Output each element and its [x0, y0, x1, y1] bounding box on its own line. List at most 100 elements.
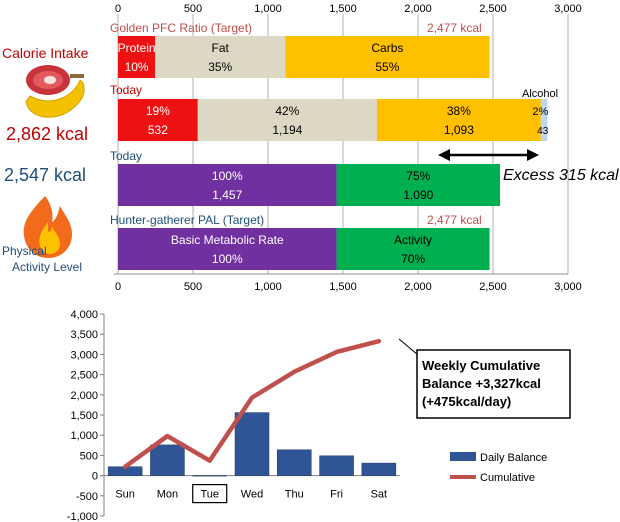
top-bar-label: 55%	[375, 60, 399, 74]
top-x-tick-label: 0	[115, 281, 121, 293]
top-bar-label: 35%	[208, 60, 232, 74]
bottom-x-tick-label: Fri	[330, 489, 343, 501]
top-x-tick-label: 1,000	[254, 281, 282, 293]
bottom-chart-legend: Daily Balance Cumulative	[450, 452, 547, 484]
top-bar-segment-activity	[336, 164, 501, 206]
top-x-tick-label: 3,000	[554, 281, 582, 293]
bottom-x-tick-label: Thu	[285, 489, 304, 501]
bottom-y-tick-label: -1,000	[67, 511, 98, 522]
cumulative-line	[122, 338, 382, 469]
bottom-y-tick-label: 2,000	[70, 390, 98, 402]
top-bar-label: 10%	[125, 60, 149, 74]
top-bar-label: 42%	[275, 104, 299, 118]
bottom-y-tick-label: 2,500	[70, 370, 98, 382]
bottom-x-tick-label: Sun	[115, 489, 135, 501]
bottom-y-tick-label: -500	[76, 491, 98, 503]
daily-balance-bar-thu	[277, 449, 312, 476]
daily-balance-bar-fri	[319, 455, 354, 476]
alcohol-label: Alcohol	[522, 88, 558, 100]
top-bar-label: 75%	[406, 169, 430, 183]
top-bar-segment-alcohol	[540, 99, 548, 141]
legend-label-cumulative: Cumulative	[480, 472, 535, 484]
top-bar-label: Protein	[118, 41, 156, 55]
calorie-intake-title: Calorie Intake	[2, 45, 89, 61]
bottom-y-tick-label: 0	[92, 471, 98, 483]
top-bar-label: 1,194	[272, 123, 302, 137]
excess-label: Excess 315 kcal	[503, 167, 619, 184]
daily-balance-bar-wed	[234, 412, 270, 476]
bottom-x-tick-label: Mon	[157, 489, 178, 501]
top-bar-label: 2%	[532, 106, 548, 118]
expenditure-value: 2,547 kcal	[4, 165, 86, 185]
top-chart-x-ticks: 0 0 500 500 1,000 1,000 1,500 1,500 2,000 2,000 2,…	[115, 3, 582, 293]
top-x-tick-label: 2,000	[404, 281, 432, 293]
top-bar-segment-fat	[155, 36, 286, 78]
calorie-intake-value: 2,862 kcal	[6, 124, 88, 144]
top-x-tick-label: 1,000	[254, 3, 282, 15]
top-x-tick-label: 2,000	[404, 3, 432, 15]
steak-and-banana-icon	[25, 65, 85, 118]
top-bar-segment-activity	[336, 228, 490, 270]
row-title-golden-pfc: Golden PFC Ratio (Target)	[110, 21, 252, 35]
bottom-chart-bars: Sun Mon Tue Wed Thu Fri Sat	[107, 412, 397, 504]
top-x-tick-label: 500	[184, 3, 202, 15]
callout-line1: Weekly Cumulative	[422, 358, 540, 373]
top-bar-label: Carbs	[371, 41, 403, 55]
top-x-tick-label: 2,500	[479, 3, 507, 15]
callout-line3: (+475kcal/day)	[422, 394, 511, 409]
daily-balance-bar-mon	[150, 444, 185, 476]
top-bar-segment-carbs	[376, 99, 541, 141]
top-bar-label: 43	[537, 126, 549, 137]
top-bar-segment-carbs	[285, 36, 490, 78]
highlighted-day-box	[192, 484, 228, 504]
row-title-today-intake: Today	[110, 83, 142, 97]
top-bar-segment-protein	[118, 36, 156, 78]
bottom-y-tick-label: 500	[80, 450, 98, 462]
row-total-hunter-gatherer: 2,477 kcal	[427, 213, 482, 227]
top-x-tick-label: 1,500	[329, 281, 357, 293]
top-x-tick-label: 2,500	[479, 281, 507, 293]
legend-label-daily-balance: Daily Balance	[480, 452, 547, 464]
bottom-y-tick-label: 1,000	[70, 430, 98, 442]
top-bar-label: 532	[148, 123, 168, 137]
daily-balance-bar-sat	[361, 462, 397, 476]
row-total-golden-pfc: 2,477 kcal	[427, 21, 482, 35]
bottom-y-tick-label: 1,500	[70, 410, 98, 422]
bottom-chart-cumulative-line	[122, 338, 382, 469]
bottom-y-tick-label: 3,500	[70, 329, 98, 341]
row-title-hunter-gatherer: Hunter-gatherer PAL (Target)	[110, 213, 264, 227]
top-bar-label: 1,090	[403, 188, 433, 202]
top-bar-label: 100%	[212, 252, 243, 266]
top-bar-segment-protein	[118, 99, 198, 141]
top-x-tick-label: 500	[184, 281, 202, 293]
legend-swatch-daily-balance	[450, 452, 476, 461]
row-title-today-expenditure: Today	[110, 149, 142, 163]
bottom-x-tick-label: Wed	[241, 489, 263, 501]
flame-icon	[23, 196, 72, 258]
top-bar-segment-fat	[197, 99, 377, 141]
top-chart-bars: Protein 10% Fat 35% Carbs 55% 19% 532 42% 1,194 38…	[118, 36, 549, 270]
callout-box	[416, 349, 571, 419]
top-x-tick-label: 1,500	[329, 3, 357, 15]
bottom-y-tick-label: 4,000	[70, 309, 98, 321]
top-bar-segment-metabolic	[118, 164, 337, 206]
callout-leader	[398, 338, 419, 356]
top-bar-label: Basic Metabolic Rate	[171, 233, 284, 247]
bottom-x-tick-label: Sat	[371, 489, 388, 501]
bottom-y-tick-label: 3,000	[70, 349, 98, 361]
top-bar-label: 1,457	[212, 188, 242, 202]
bottom-x-tick-label: Tue	[200, 489, 219, 501]
top-bar-label: Fat	[212, 41, 230, 55]
top-bar-label: 19%	[146, 104, 170, 118]
top-bar-label: 70%	[401, 252, 425, 266]
pal-label-line1: Physical	[2, 244, 47, 258]
top-bar-label: 100%	[212, 169, 243, 183]
top-x-tick-label: 0	[115, 3, 121, 15]
daily-balance-bar-tue	[192, 475, 227, 477]
callout-line2: Balance +3,327kcal	[422, 376, 541, 391]
top-x-tick-label: 3,000	[554, 3, 582, 15]
top-bar-segment-metabolic	[118, 228, 337, 270]
top-bar-label: 38%	[447, 104, 471, 118]
top-bar-label: Activity	[394, 233, 432, 247]
